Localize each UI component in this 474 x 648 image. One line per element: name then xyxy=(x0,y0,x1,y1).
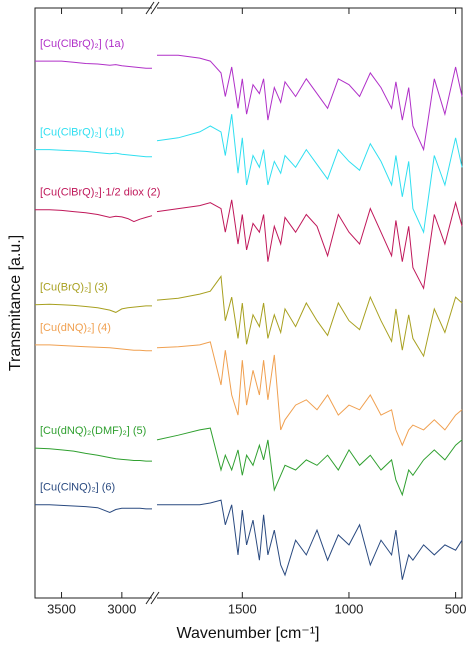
spectrum-line xyxy=(35,60,152,69)
spectrum-line xyxy=(34,303,152,313)
x-tick-label: 3500 xyxy=(47,601,76,616)
series-label: [Cu(ClBrQ)₂] (1b) xyxy=(40,127,124,139)
series-label: [Cu(ClBrQ)₂] (1a) xyxy=(40,38,124,50)
x-tick-label: 1000 xyxy=(334,601,363,616)
x-tick-label: 500 xyxy=(445,601,467,616)
x-axis-label: Wavenumber [cm⁻¹] xyxy=(177,625,320,642)
spectrum-line xyxy=(35,344,152,352)
spectrum-line xyxy=(156,114,463,234)
series-label: [Cu(dNQ)₂(DMF)₂] (5) xyxy=(40,425,146,437)
series-label: [Cu(ClNQ)₂] (6) xyxy=(40,482,115,494)
y-axis-label: Transmitance [a.u.] xyxy=(7,235,24,371)
spectrum-line xyxy=(35,149,152,158)
spectrum-line xyxy=(156,341,463,447)
series-label: [Cu(dNQ)₂] (4) xyxy=(40,322,111,334)
spectrum-line xyxy=(157,54,463,152)
spectrum-line xyxy=(156,427,463,497)
series-label: [Cu(ClBrQ)₂]·1/2 diox (2) xyxy=(40,187,160,199)
spectrum-line xyxy=(35,504,152,514)
spectrum-line xyxy=(157,499,463,580)
spectrum-line xyxy=(156,199,463,290)
x-tick-label: 3000 xyxy=(107,601,136,616)
x-tick-label: 1500 xyxy=(228,601,257,616)
frame-right xyxy=(157,7,463,599)
series-label: [Cu(BrQ)₂] (3) xyxy=(40,282,108,294)
spectrum-line xyxy=(156,275,463,358)
spectrum-line xyxy=(34,447,152,462)
spectrum-line xyxy=(35,209,153,223)
frame-left xyxy=(34,7,152,599)
axis-break xyxy=(145,1,160,605)
